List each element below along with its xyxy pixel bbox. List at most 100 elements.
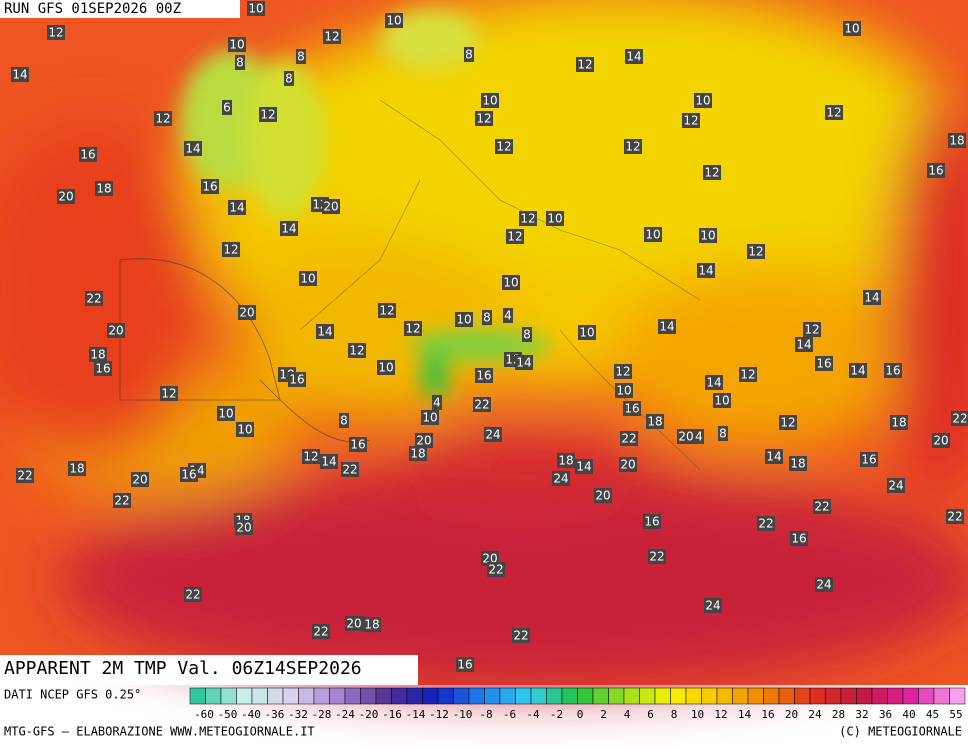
temperature-label: 16	[457, 658, 472, 672]
temperature-label: 14	[516, 356, 531, 370]
label-box	[94, 361, 112, 376]
temperature-label: 18	[90, 348, 105, 362]
temperature-label: 20	[236, 521, 251, 535]
label-box	[484, 427, 502, 442]
label-box	[863, 290, 881, 305]
label-box	[184, 587, 202, 602]
colorbar: -60 -50 -40 -36 -32 -28 -24 -20 -16 -14 -12 -10 -8 -6…	[189, 687, 966, 721]
label-box	[312, 624, 330, 639]
temperature-label: 8	[297, 50, 305, 64]
temperature-label: 14	[229, 201, 244, 215]
label-box	[288, 372, 306, 387]
label-box	[415, 433, 433, 448]
temperature-label: 14	[626, 50, 641, 64]
temperature-label: 10	[616, 384, 631, 398]
label-box	[594, 488, 612, 503]
colorbar-cell	[623, 687, 640, 705]
temperature-label: 20	[323, 200, 338, 214]
colorbar-cell	[267, 687, 284, 705]
label-box	[887, 478, 905, 493]
label-box	[235, 520, 253, 535]
temperature-label: 16	[861, 453, 876, 467]
temperature-label: 10	[844, 22, 859, 36]
temperature-label: 14	[12, 68, 27, 82]
label-box	[16, 468, 34, 483]
colorbar-tick-label: -12	[429, 708, 449, 721]
temperature-label: 12	[303, 450, 318, 464]
label-box	[790, 531, 808, 546]
label-box	[323, 29, 341, 44]
run-label: RUN GFS 01SEP2026 00Z	[4, 1, 181, 17]
label-box	[614, 364, 632, 379]
temperature-label: 10	[378, 361, 393, 375]
colorbar-cell	[499, 687, 516, 705]
label-box	[646, 414, 664, 429]
label-box	[502, 275, 520, 290]
label-box	[296, 49, 306, 64]
temperature-label: 12	[826, 106, 841, 120]
temperature-label: 12	[507, 230, 522, 244]
label-box	[47, 25, 65, 40]
temperature-label: 16	[350, 438, 365, 452]
label-box	[85, 291, 103, 306]
temperature-label: 12	[704, 166, 719, 180]
colorbar-tick-label: -60	[194, 708, 214, 721]
label-box	[68, 461, 86, 476]
colorbar-tick-label: -24	[335, 708, 355, 721]
colorbar-cell	[825, 687, 842, 705]
temperature-label: 22	[17, 469, 32, 483]
colorbar-cell	[902, 687, 919, 705]
label-box	[694, 93, 712, 108]
temperature-label: 16	[476, 369, 491, 383]
colorbar-cell	[282, 687, 299, 705]
label-box	[615, 383, 633, 398]
label-box	[927, 163, 945, 178]
colorbar-cell	[840, 687, 857, 705]
temperature-label: 14	[864, 291, 879, 305]
temperature-label: 14	[576, 460, 591, 474]
label-box	[464, 47, 474, 62]
label-box	[815, 356, 833, 371]
label-box	[506, 229, 524, 244]
colorbar-cell	[701, 687, 718, 705]
copyright-label: (C) METEOGIORNALE	[839, 725, 962, 739]
temperature-label: 14	[317, 325, 332, 339]
label-box	[813, 499, 831, 514]
temperature-label: 10	[456, 313, 471, 327]
label-box	[757, 516, 775, 531]
colorbar-cell	[778, 687, 795, 705]
label-box	[217, 406, 235, 421]
temperature-label: 16	[928, 164, 943, 178]
colorbar-cell	[530, 687, 547, 705]
colorbar-tick-label: 2	[600, 708, 607, 721]
label-box	[409, 446, 427, 461]
temperature-label: 12	[155, 112, 170, 126]
label-box	[718, 426, 728, 441]
temperature-label: 24	[485, 428, 500, 442]
label-box	[623, 401, 641, 416]
temperature-label: 18	[949, 134, 964, 148]
label-box	[884, 363, 902, 378]
temperature-label: 16	[885, 364, 900, 378]
temperature-label: 16	[624, 402, 639, 416]
label-box	[699, 228, 717, 243]
colorbar-cell	[437, 687, 454, 705]
label-box	[160, 386, 178, 401]
label-box	[348, 343, 366, 358]
colorbar-cell	[685, 687, 702, 705]
colorbar-cell	[298, 687, 315, 705]
colorbar-cell	[639, 687, 656, 705]
colorbar-tick-label: 28	[832, 708, 845, 721]
colorbar-tick-label: -10	[453, 708, 473, 721]
colorbar-cell	[205, 687, 222, 705]
temperature-label: 22	[758, 517, 773, 531]
label-box	[284, 71, 294, 86]
temperature-label: 20	[239, 306, 254, 320]
label-box	[228, 37, 246, 52]
label-box	[180, 467, 198, 482]
label-box	[677, 429, 695, 444]
label-box	[320, 454, 338, 469]
colorbar-cell	[422, 687, 439, 705]
